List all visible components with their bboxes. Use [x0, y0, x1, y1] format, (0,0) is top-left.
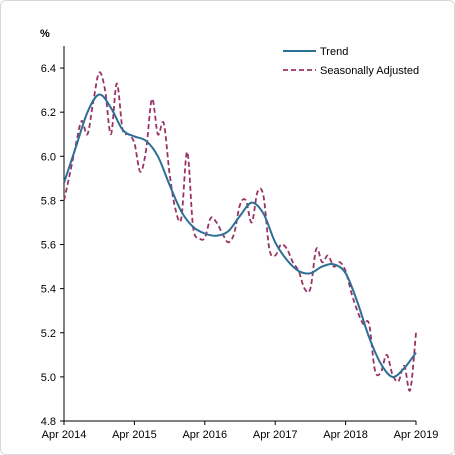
x-tick-label: Apr 2017: [253, 429, 298, 441]
x-tick-label: Apr 2015: [112, 429, 157, 441]
legend-label-trend: Trend: [320, 46, 348, 58]
series-line-trend: [63, 93, 417, 378]
x-tick-label: Apr 2018: [323, 429, 368, 441]
y-axis-label: %: [40, 28, 50, 40]
y-tick-label: 4.8: [41, 416, 56, 428]
legend: Trend Seasonally Adjusted: [283, 46, 419, 77]
y-tick-label: 5.8: [41, 195, 56, 207]
y-tick-label: 5.6: [41, 240, 56, 252]
axes: 4.8 5.0 5.2 5.4 5.6 5.8 6.0 6.2 6.4 Apr 2014 Apr 2…: [41, 46, 439, 441]
y-tick-label: 5.0: [41, 372, 56, 384]
x-tick-label: Apr 2014: [42, 429, 87, 441]
series-layer: [63, 71, 417, 392]
x-tick-label: Apr 2019: [394, 429, 439, 441]
y-tick-label: 5.4: [41, 284, 56, 296]
legend-label-seasonally-adjusted: Seasonally Adjusted: [320, 65, 419, 77]
y-tick-label: 6.2: [41, 107, 56, 119]
y-tick-label: 6.0: [41, 151, 56, 163]
y-tick-label: 6.4: [41, 63, 56, 75]
x-tick-label: Apr 2016: [182, 429, 227, 441]
y-tick-label: 5.2: [41, 328, 56, 340]
